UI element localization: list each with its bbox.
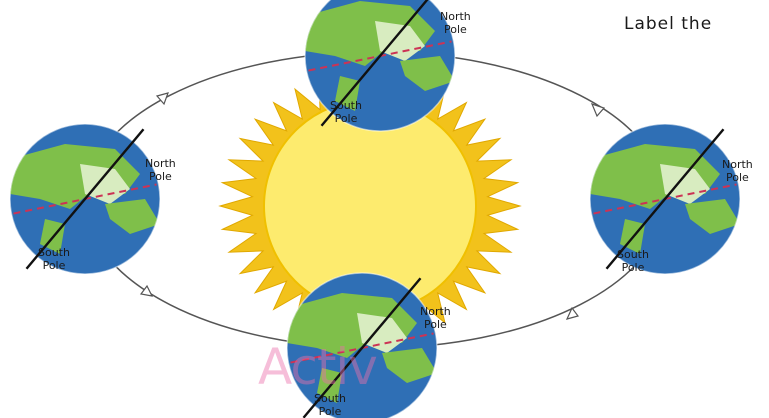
- orbit-arrow-upper-left: [155, 92, 169, 106]
- globe-outline: [304, 0, 456, 132]
- axis-line: [302, 277, 422, 418]
- south-pole-label-pole: Pole: [318, 405, 342, 418]
- north-pole-label-top: North Pole: [440, 10, 471, 36]
- instruction-heading: Label the: [624, 14, 713, 34]
- north-pole-label-right: North Pole: [722, 158, 753, 184]
- south-pole-label-pole: Pole: [621, 261, 645, 274]
- north-pole-label-word: North: [440, 10, 471, 23]
- axis-line: [605, 128, 725, 270]
- south-pole-label-pole: Pole: [334, 112, 358, 125]
- axis-line: [320, 0, 429, 127]
- earth-globe-left: [9, 123, 161, 275]
- south-pole-label-bottom: South Pole: [314, 392, 346, 418]
- earth-globe-right: [589, 123, 741, 275]
- south-pole-label-word: South: [617, 248, 649, 261]
- landmass-east: [685, 199, 740, 234]
- globe-outline: [9, 123, 161, 275]
- south-pole-label-word: South: [38, 246, 70, 259]
- north-pole-label-left: North Pole: [145, 157, 176, 183]
- south-pole-label-word: South: [330, 99, 362, 112]
- orbit-arrow-upper-right: [590, 103, 606, 118]
- south-pole-label-right: South Pole: [617, 248, 649, 274]
- earth-globe-top: [304, 0, 456, 132]
- landmass-east: [400, 56, 455, 91]
- watermark-text: Activ: [258, 338, 378, 396]
- north-pole-label-word: North: [145, 157, 176, 170]
- orbit-arrow-lower-right: [565, 306, 580, 320]
- north-pole-label-word: North: [722, 158, 753, 171]
- south-pole-label-word: South: [314, 392, 346, 405]
- south-pole-label-left: South Pole: [38, 246, 70, 272]
- landmass-east: [382, 348, 437, 383]
- landmass-highlight: [357, 313, 407, 353]
- landmass-east: [105, 199, 160, 234]
- south-pole-label-top: South Pole: [330, 99, 362, 125]
- earth-globe-bottom: [286, 272, 438, 418]
- landmass-north: [287, 293, 417, 358]
- north-pole-label-pole: Pole: [423, 318, 447, 331]
- north-pole-label-pole: Pole: [443, 23, 467, 36]
- sun: [218, 69, 522, 343]
- north-pole-label-pole: Pole: [148, 170, 172, 183]
- orbit-arrow-lower-left: [139, 284, 154, 297]
- landmass-north: [305, 1, 435, 66]
- orbit-arrows: [139, 92, 606, 320]
- globe-outline: [286, 272, 438, 418]
- globe-outline: [589, 123, 741, 275]
- axis-line: [25, 128, 145, 270]
- landmass-highlight: [660, 164, 710, 204]
- landmass-highlight: [375, 21, 425, 61]
- north-pole-label-pole: Pole: [725, 171, 749, 184]
- landmass-north: [10, 144, 140, 209]
- landmass-highlight: [80, 164, 130, 204]
- south-pole-label-pole: Pole: [42, 259, 66, 272]
- landmass-north: [590, 144, 720, 209]
- north-pole-label-bottom: North Pole: [420, 305, 451, 331]
- north-pole-label-word: North: [420, 305, 451, 318]
